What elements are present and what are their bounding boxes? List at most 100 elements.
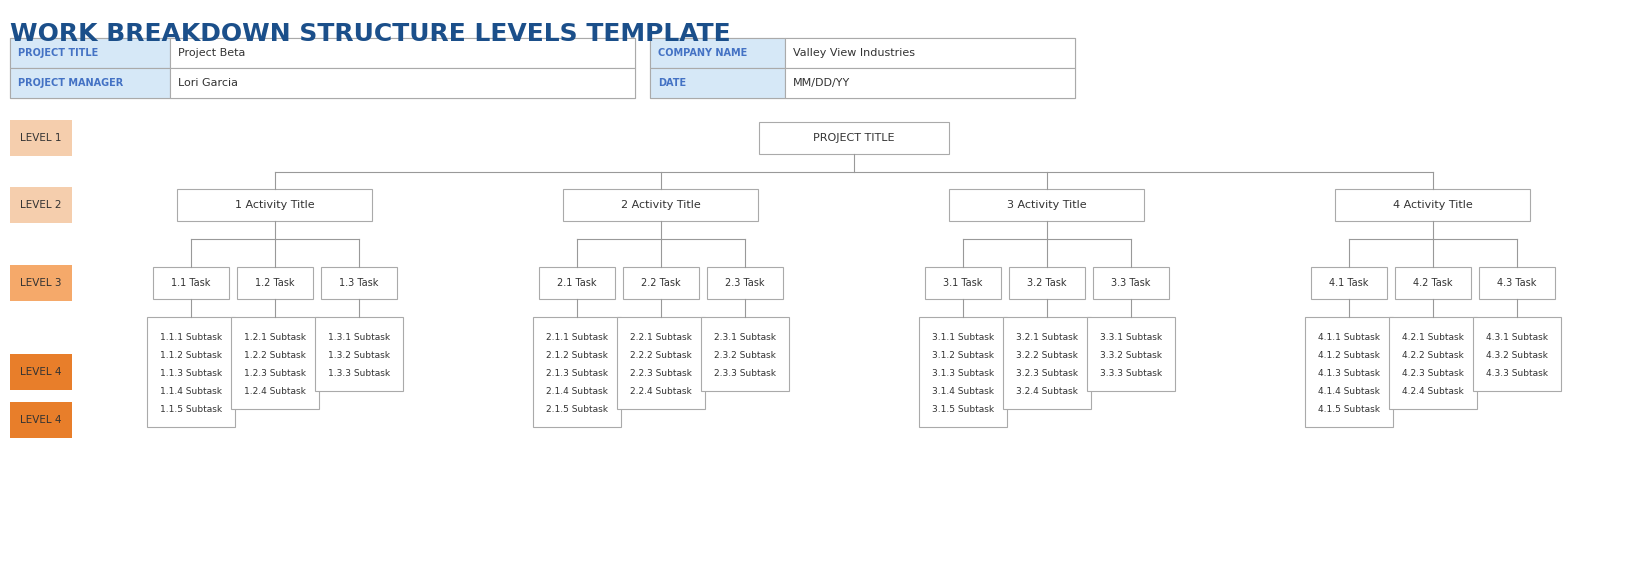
FancyBboxPatch shape [10,38,170,68]
Text: 4.1.5 Subtask: 4.1.5 Subtask [1319,406,1381,414]
Text: 4.3.3 Subtask: 4.3.3 Subtask [1485,369,1547,379]
Text: 3.3.1 Subtask: 3.3.1 Subtask [1100,334,1162,343]
Text: 1.1.2 Subtask: 1.1.2 Subtask [160,351,222,361]
Text: 2.3.1 Subtask: 2.3.1 Subtask [714,334,776,343]
Text: 1 Activity Title: 1 Activity Title [235,200,315,210]
FancyBboxPatch shape [10,265,72,301]
Text: 1.2.1 Subtask: 1.2.1 Subtask [243,334,306,343]
Text: 3.1.1 Subtask: 3.1.1 Subtask [931,334,993,343]
Text: 3.2.1 Subtask: 3.2.1 Subtask [1016,334,1078,343]
Text: LEVEL 4: LEVEL 4 [20,415,62,425]
Text: Project Beta: Project Beta [178,48,245,58]
Text: MM/DD/YY: MM/DD/YY [792,78,850,88]
Text: 1.1.4 Subtask: 1.1.4 Subtask [160,387,222,397]
FancyBboxPatch shape [10,354,72,390]
Text: 3.2 Task: 3.2 Task [1028,278,1067,288]
FancyBboxPatch shape [1335,189,1531,221]
Text: 4.2.2 Subtask: 4.2.2 Subtask [1402,351,1464,361]
Text: 3.2.2 Subtask: 3.2.2 Subtask [1016,351,1078,361]
Text: 4.1 Task: 4.1 Task [1330,278,1369,288]
FancyBboxPatch shape [10,120,72,156]
Text: 2.2.3 Subtask: 2.2.3 Subtask [631,369,691,379]
FancyBboxPatch shape [533,317,621,427]
FancyBboxPatch shape [925,267,1002,299]
FancyBboxPatch shape [10,402,72,438]
Text: 4.1.1 Subtask: 4.1.1 Subtask [1319,334,1381,343]
Text: 1.2.4 Subtask: 1.2.4 Subtask [243,387,306,397]
FancyBboxPatch shape [701,317,789,391]
Text: 2.3.3 Subtask: 2.3.3 Subtask [714,369,776,379]
Text: 1.1 Task: 1.1 Task [172,278,211,288]
FancyBboxPatch shape [539,267,614,299]
Text: 3.2.3 Subtask: 3.2.3 Subtask [1016,369,1078,379]
Text: 2.2.2 Subtask: 2.2.2 Subtask [631,351,691,361]
FancyBboxPatch shape [237,267,314,299]
FancyBboxPatch shape [618,317,704,409]
Text: LEVEL 4: LEVEL 4 [20,367,62,377]
Text: 3.1.3 Subtask: 3.1.3 Subtask [931,369,993,379]
Text: PROJECT MANAGER: PROJECT MANAGER [18,78,123,88]
Text: 1.1.1 Subtask: 1.1.1 Subtask [160,334,222,343]
FancyBboxPatch shape [1472,317,1560,391]
Text: Lori Garcia: Lori Garcia [178,78,239,88]
Text: 1.3 Task: 1.3 Task [340,278,379,288]
FancyBboxPatch shape [1306,317,1394,427]
Text: 2.1.4 Subtask: 2.1.4 Subtask [546,387,608,397]
FancyBboxPatch shape [1093,267,1168,299]
Text: 3.1 Task: 3.1 Task [943,278,982,288]
Text: 2.2.4 Subtask: 2.2.4 Subtask [631,387,691,397]
Text: 4.2.4 Subtask: 4.2.4 Subtask [1402,387,1464,397]
FancyBboxPatch shape [10,68,170,98]
FancyBboxPatch shape [154,267,229,299]
FancyBboxPatch shape [1389,317,1477,409]
FancyBboxPatch shape [230,317,319,409]
Text: 3.3.3 Subtask: 3.3.3 Subtask [1100,369,1162,379]
Text: 4.1.3 Subtask: 4.1.3 Subtask [1319,369,1381,379]
Text: LEVEL 2: LEVEL 2 [20,200,62,210]
Text: 1.2 Task: 1.2 Task [255,278,294,288]
Text: LEVEL 1: LEVEL 1 [20,133,62,143]
FancyBboxPatch shape [784,68,1075,98]
FancyBboxPatch shape [1395,267,1471,299]
Text: 1.1.5 Subtask: 1.1.5 Subtask [160,406,222,414]
Text: 3.2.4 Subtask: 3.2.4 Subtask [1016,387,1078,397]
FancyBboxPatch shape [949,189,1144,221]
Text: 3.1.2 Subtask: 3.1.2 Subtask [931,351,993,361]
FancyBboxPatch shape [760,122,949,154]
Text: PROJECT TITLE: PROJECT TITLE [18,48,98,58]
Text: 4.3 Task: 4.3 Task [1497,278,1536,288]
Text: 4.2.3 Subtask: 4.2.3 Subtask [1402,369,1464,379]
FancyBboxPatch shape [170,38,636,68]
Text: 2.2 Task: 2.2 Task [641,278,681,288]
Text: 3.3 Task: 3.3 Task [1111,278,1150,288]
Text: COMPANY NAME: COMPANY NAME [659,48,747,58]
Text: 3.1.5 Subtask: 3.1.5 Subtask [931,406,993,414]
Text: 1.2.3 Subtask: 1.2.3 Subtask [243,369,306,379]
FancyBboxPatch shape [784,38,1075,68]
FancyBboxPatch shape [10,187,72,223]
FancyBboxPatch shape [320,267,397,299]
FancyBboxPatch shape [650,68,784,98]
Text: 3.1.4 Subtask: 3.1.4 Subtask [931,387,993,397]
Text: DATE: DATE [659,78,686,88]
FancyBboxPatch shape [623,267,699,299]
Text: 2.1 Task: 2.1 Task [557,278,596,288]
Text: 2 Activity Title: 2 Activity Title [621,200,701,210]
FancyBboxPatch shape [10,38,636,98]
Text: 4.1.2 Subtask: 4.1.2 Subtask [1319,351,1381,361]
FancyBboxPatch shape [650,38,1075,98]
Text: 2.1.1 Subtask: 2.1.1 Subtask [546,334,608,343]
Text: 2.3 Task: 2.3 Task [725,278,765,288]
FancyBboxPatch shape [170,68,636,98]
Text: 3.3.2 Subtask: 3.3.2 Subtask [1100,351,1162,361]
Text: 3 Activity Title: 3 Activity Title [1007,200,1087,210]
FancyBboxPatch shape [1310,267,1387,299]
Text: 2.1.3 Subtask: 2.1.3 Subtask [546,369,608,379]
Text: 4.3.2 Subtask: 4.3.2 Subtask [1485,351,1547,361]
Text: 2.2.1 Subtask: 2.2.1 Subtask [631,334,691,343]
Text: 1.3.1 Subtask: 1.3.1 Subtask [328,334,391,343]
Text: 1.3.2 Subtask: 1.3.2 Subtask [328,351,391,361]
FancyBboxPatch shape [650,38,784,68]
FancyBboxPatch shape [1010,267,1085,299]
Text: 4.3.1 Subtask: 4.3.1 Subtask [1485,334,1547,343]
